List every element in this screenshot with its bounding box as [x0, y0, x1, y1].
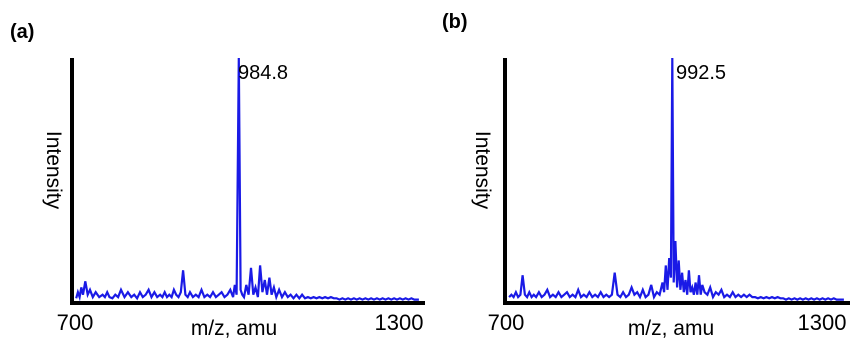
panel-b-x-tick-max: 1300 [798, 310, 847, 335]
panel-a-label: (a) [10, 21, 34, 43]
panel-b-axes [503, 58, 850, 305]
panel-b-x-tick-min: 700 [488, 310, 525, 335]
panel-b-y-axis-title: Intensity [471, 131, 494, 210]
panel-b-peak-label: 992.5 [676, 62, 726, 84]
panel-b-spectrum-line [508, 57, 844, 301]
panel-a-peak-label: 984.8 [238, 62, 288, 84]
panel-a: (a) Intensity 984.8 700 1300 m/z, amu [10, 21, 425, 339]
panel-b: (b) Intensity 992.5 700 1300 m/z, amu [442, 11, 850, 339]
panel-a-x-tick-min: 700 [57, 310, 94, 335]
panel-b-x-axis-title: m/z, amu [628, 317, 714, 339]
panel-a-x-tick-max: 1300 [375, 310, 424, 335]
panel-b-label: (b) [442, 11, 468, 33]
panel-a-x-axis-title: m/z, amu [191, 317, 277, 339]
panel-a-y-axis-title: Intensity [42, 131, 65, 210]
panel-a-axes [70, 58, 425, 305]
panel-a-spectrum-line [75, 57, 419, 302]
